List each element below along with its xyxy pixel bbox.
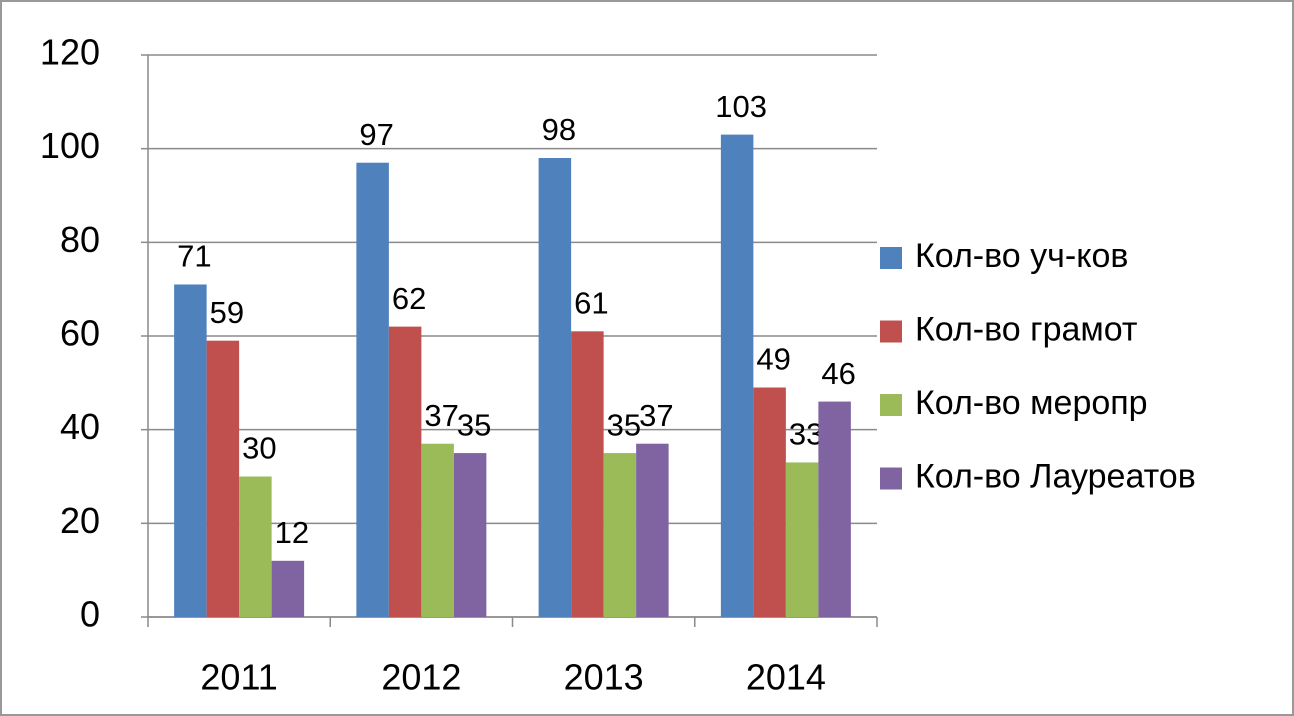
bar [388,326,422,617]
legend-label: Кол-во Лауреатов [915,457,1196,495]
legend-swatch [880,320,902,343]
data-label: 62 [392,281,426,316]
bar [356,162,389,617]
y-tick-label: 0 [80,594,100,635]
y-tick-label: 20 [60,500,100,541]
data-label: 97 [359,117,393,152]
bar [239,476,272,617]
bar [818,401,851,617]
bar [538,158,572,618]
data-label: 33 [789,417,823,452]
legend-label: Кол-во уч-ков [915,237,1128,275]
data-label: 49 [756,342,790,377]
data-label: 37 [639,398,673,433]
bar [785,462,819,617]
data-label: 35 [607,407,641,442]
data-label: 35 [457,407,491,442]
legend-label: Кол-во грамот [915,310,1138,348]
bar [206,340,240,617]
bar [636,443,669,617]
x-tick-label: 2014 [746,657,826,698]
x-tick-label: 2012 [381,657,461,698]
data-label: 46 [821,356,855,391]
bar [421,443,454,617]
data-label: 30 [242,431,276,466]
y-tick-label: 100 [40,125,100,166]
y-tick-label: 120 [40,32,100,73]
legend-swatch [880,467,902,490]
y-tick-label: 60 [60,313,100,354]
data-label: 71 [177,239,211,274]
y-tick-label: 80 [60,219,100,260]
x-tick-label: 2011 [200,657,277,698]
legend-label: Кол-во меропр [915,384,1148,422]
y-tick-label: 40 [60,406,100,447]
data-label: 12 [275,515,309,550]
bar [753,387,786,617]
data-label: 59 [210,295,244,330]
bar [453,453,487,617]
bar [271,560,305,617]
bar [603,453,637,617]
bar [571,331,604,617]
x-tick-label: 2013 [564,657,644,698]
bar [174,284,207,617]
data-label: 98 [542,112,576,147]
data-label: 61 [574,286,608,321]
legend-swatch [880,394,902,416]
data-label: 37 [424,398,458,433]
bar [720,134,754,617]
legend-swatch [880,247,902,269]
data-label: 103 [715,89,767,124]
